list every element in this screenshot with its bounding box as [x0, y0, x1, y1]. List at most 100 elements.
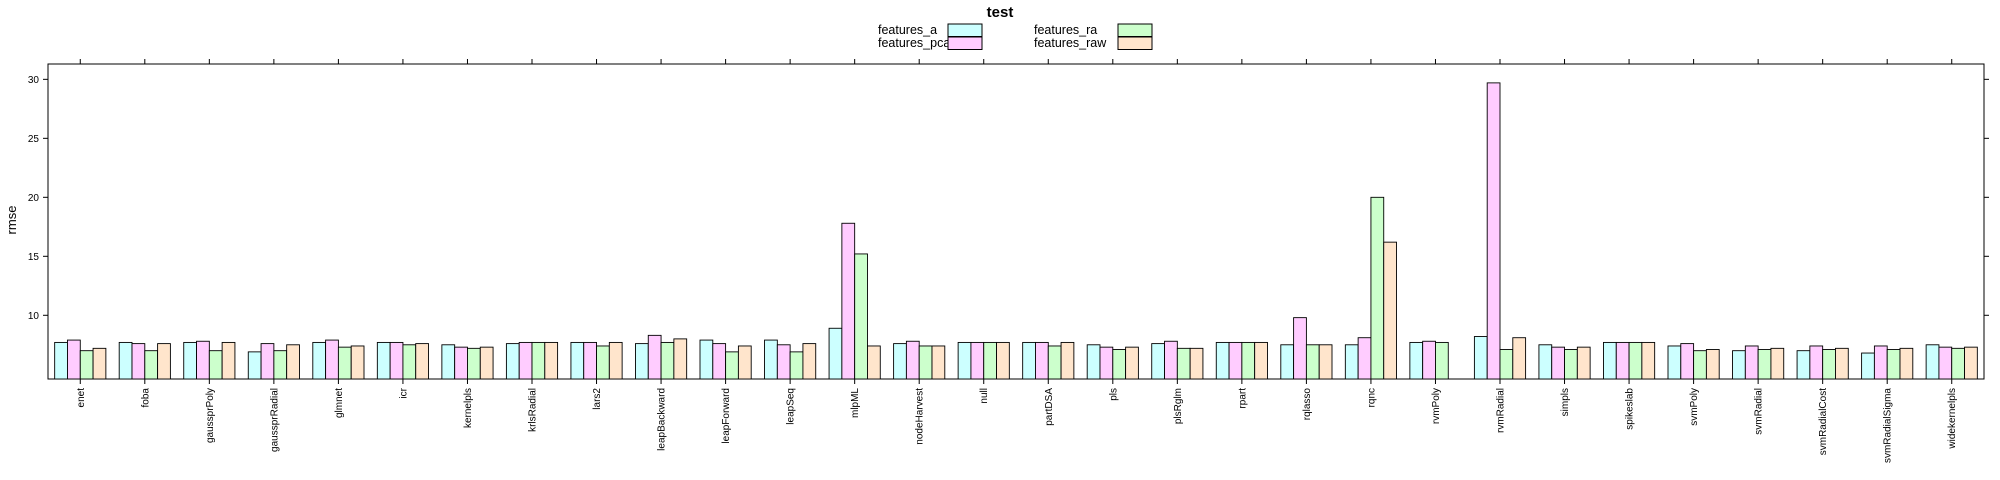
bar-features_ra-spikeslab [1628, 341, 1643, 380]
x-tick-label: rvmPoly [1431, 388, 1442, 424]
bar-features_ra-partDSA [1047, 345, 1062, 380]
plot-panel [47, 63, 1985, 380]
bar-features_a-svmPoly [1667, 345, 1682, 380]
bar-features_raw-partDSA [1060, 341, 1075, 380]
x-tick-label: nodeHarvest [915, 388, 926, 445]
bar-features_pca-icr [389, 341, 404, 380]
bar-features_a-gaussprRadial [247, 351, 262, 380]
bar-features_a-foba [118, 341, 133, 380]
bar-features_raw-glmnet [350, 345, 365, 380]
bar-features_pca-partDSA [1035, 341, 1049, 380]
x-tick-label: rpart [1237, 388, 1248, 409]
y-tick-label: 15 [28, 252, 40, 263]
x-tick-label: simpls [1560, 388, 1571, 416]
bar-features_raw-leapForward [737, 345, 752, 380]
bar-features_a-leapForward [699, 339, 714, 380]
bar-features_raw-svmRadial [1770, 347, 1785, 380]
x-tick-label: svmRadialSigma [1883, 388, 1894, 463]
y-axis-label: rmse [4, 206, 19, 235]
bar-features_pca-widekernelpls [1938, 346, 1953, 380]
x-tick-label: leapSeq [786, 388, 797, 425]
legend-key-features_pca [947, 36, 983, 50]
bar-features_a-pls [1086, 344, 1101, 380]
bar-features_raw-foba [157, 343, 171, 380]
bar-features_ra-icr [402, 344, 417, 380]
bar-features_raw-gaussprRadial [286, 344, 300, 380]
bar-features_pca-rqlasso [1293, 317, 1307, 380]
legend-label-features_pca: features_pca [878, 36, 950, 50]
bar-features_raw-lars2 [608, 341, 623, 380]
bar-features_a-rpart [1215, 341, 1230, 380]
bar-features_a-null [957, 341, 972, 380]
bar-features_a-krlsRadial [505, 343, 520, 380]
x-tick-label: gaussprRadial [269, 388, 280, 452]
bar-features_pca-plsRglm [1164, 340, 1178, 380]
x-axis: enet foba gaussprPoly gaussprRadial glmnet ic… [76, 59, 1958, 463]
bar-features_ra-nodeHarvest [918, 345, 933, 380]
bar-features_ra-simpls [1564, 349, 1578, 380]
bar-features_ra-plsRglm [1176, 347, 1191, 380]
bar-features_raw-rqnc [1383, 241, 1397, 380]
bar-features_ra-rqlasso [1305, 344, 1320, 380]
y-tick-label: 25 [28, 134, 40, 145]
x-tick-label: rvmRadial [1496, 388, 1507, 433]
bar-features_a-plsRglm [1151, 343, 1165, 380]
bar-features_a-svmRadialSigma [1861, 352, 1875, 380]
bar-features_a-enet [54, 341, 68, 380]
bar-features_a-gaussprPoly [183, 341, 197, 380]
bar-features_raw-null [996, 341, 1010, 380]
bar-features_pca-pls [1099, 346, 1114, 380]
bar-features_a-kernelpls [441, 344, 456, 380]
bar-features_a-rqnc [1344, 344, 1359, 380]
x-tick-label: svmRadialCost [1818, 388, 1829, 455]
x-tick-label: foba [140, 388, 151, 408]
x-tick-label: kernelpls [463, 388, 474, 428]
bar-features_ra-leapSeq [789, 351, 804, 380]
legend-key-features_raw [1117, 36, 1153, 50]
bar-features_raw-rqlasso [1318, 344, 1333, 380]
bar-features_ra-rpart [1241, 341, 1256, 380]
bar-features_pca-spikeslab [1615, 341, 1630, 380]
bar-features_raw-kernelpls [479, 346, 494, 380]
legend-key-features_ra [1117, 23, 1153, 37]
bar-features_ra-svmPoly [1693, 350, 1707, 380]
x-tick-label: null [979, 388, 990, 404]
bar-features_a-glmnet [312, 341, 327, 380]
x-tick-label: enet [76, 388, 87, 408]
bar-features_pca-krlsRadial [518, 341, 533, 380]
bar-features_a-mlpML [828, 327, 843, 380]
y-tick-label: 20 [28, 193, 40, 204]
bar-features_raw-leapBackward [673, 338, 688, 380]
bar-features_a-svmRadialCost [1796, 350, 1811, 380]
bar-features_pca-gaussprPoly [196, 340, 210, 380]
bar-features_ra-leapBackward [660, 341, 675, 380]
bar-features_a-rvmRadial [1473, 336, 1488, 380]
bar-features_raw-krlsRadial [544, 341, 559, 380]
bar-features_raw-plsRglm [1189, 347, 1204, 380]
legend-label-features_ra: features_ra [1034, 23, 1097, 37]
x-tick-label: svmRadial [1754, 388, 1765, 435]
bar-features_raw-icr [415, 343, 429, 380]
x-tick-label: partDSA [1044, 388, 1055, 426]
x-tick-label: leapBackward [657, 388, 668, 451]
bar-features_ra-rvmPoly [1435, 341, 1449, 380]
bar-features_ra-krlsRadial [531, 341, 546, 380]
bar-features_raw-nodeHarvest [931, 345, 946, 380]
y-tick-label: 30 [28, 75, 40, 86]
x-tick-label: rqlasso [1302, 388, 1313, 421]
bar-features_a-simpls [1538, 344, 1553, 380]
bar-features_ra-svmRadialCost [1822, 349, 1836, 380]
x-tick-label: widekernelpls [1947, 388, 1958, 450]
bar-features_ra-rqnc [1370, 196, 1385, 380]
bar-features_raw-gaussprPoly [221, 341, 236, 380]
bar-features_raw-rvmRadial [1512, 337, 1527, 380]
bar-features_ra-leapForward [725, 351, 739, 380]
bar-features_pca-lars2 [583, 341, 597, 380]
bar-features_raw-widekernelpls [1964, 346, 1978, 380]
bar-features_ra-glmnet [337, 346, 352, 380]
bar-features_a-svmRadial [1732, 350, 1746, 380]
bar-features_pca-null [970, 341, 985, 380]
bar-features_a-lars2 [570, 341, 585, 380]
bar-features_pca-rpart [1228, 341, 1243, 380]
